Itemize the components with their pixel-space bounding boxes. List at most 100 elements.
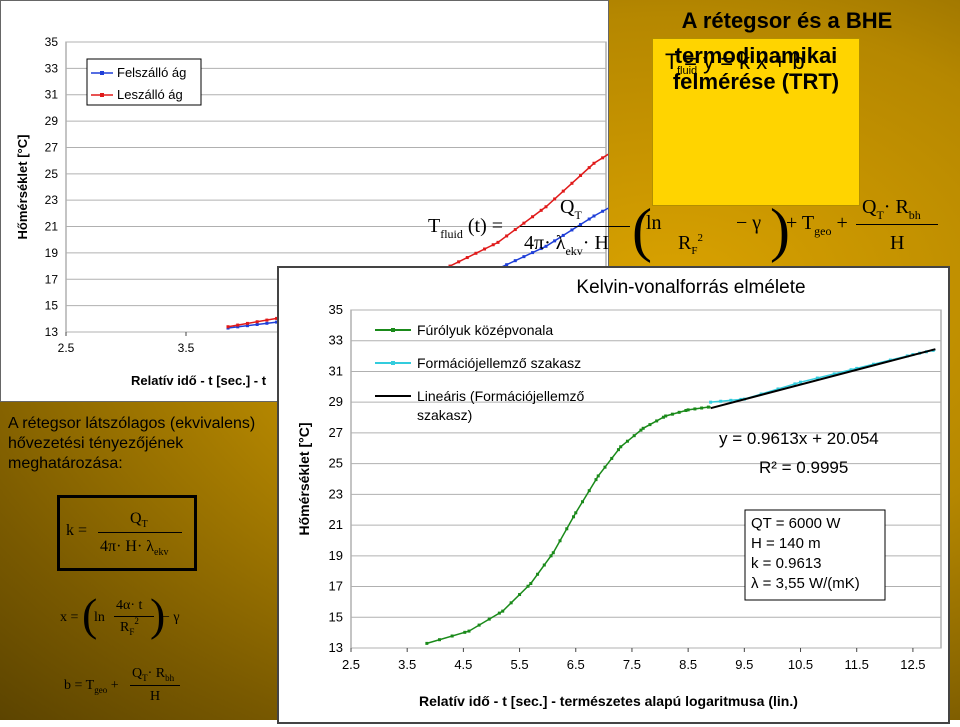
data-point <box>849 368 853 372</box>
data-point <box>463 630 467 634</box>
x-tick-label: 6.5 <box>567 657 585 672</box>
legend-label: Leszálló ág <box>117 87 183 102</box>
data-point <box>245 324 249 328</box>
param-text: λ = 3,55 W/(mK) <box>751 575 860 592</box>
data-point <box>686 408 690 412</box>
formula-b-den: H <box>150 689 161 704</box>
data-point <box>587 217 591 221</box>
data-point <box>544 244 548 248</box>
y-tick-label: 25 <box>329 456 343 471</box>
data-point <box>255 322 259 326</box>
data-point <box>450 634 454 638</box>
data-point <box>558 539 562 543</box>
formula-k-box: k = QT 4π· H· λekv <box>57 495 197 571</box>
legend-marker <box>391 328 395 332</box>
data-point <box>236 323 240 327</box>
data-point <box>632 434 636 438</box>
data-point <box>551 551 555 555</box>
data-point <box>648 423 652 427</box>
x-tick-label: 9.5 <box>735 657 753 672</box>
data-point <box>565 527 569 531</box>
data-point <box>799 380 803 384</box>
data-point <box>570 228 574 232</box>
data-point <box>872 362 876 366</box>
r-squared: R² = 0.9995 <box>759 458 848 477</box>
chart-lower-svg: Kelvin-vonalforrás elmélete 13 15 17 19 21 23 2… <box>296 277 942 709</box>
data-point <box>265 318 269 322</box>
formula-x-paren: ( <box>82 589 98 640</box>
y-tick-label: 19 <box>45 246 59 260</box>
data-point <box>693 407 697 411</box>
data-point <box>684 408 688 412</box>
data-point <box>596 474 600 478</box>
data-point <box>236 325 240 329</box>
data-point <box>832 372 836 376</box>
formula-k-label: k = <box>66 522 88 539</box>
series-line <box>426 406 711 645</box>
formula-main-fraction-bar-2 <box>856 224 938 225</box>
formula-main-numerator: QT <box>560 196 582 222</box>
x-tick-label: 2.5 <box>342 657 360 672</box>
data-point <box>677 410 681 414</box>
data-point <box>536 572 540 576</box>
data-point <box>670 412 674 416</box>
formula-main-qt: QT· Rbh <box>862 196 921 222</box>
legend-label: Felszálló ág <box>117 65 186 80</box>
data-point <box>549 554 553 558</box>
data-point <box>700 406 704 410</box>
formula-x-ln: ln <box>94 610 105 625</box>
title-box: termodinamikai felmérése (TRT) T = y = k… <box>652 38 860 206</box>
formula-main-denominator: 4π· λekv· H <box>524 232 609 258</box>
data-point <box>467 629 471 633</box>
data-point <box>226 325 230 329</box>
data-point <box>592 214 596 218</box>
x-tick-label: 11.5 <box>845 657 869 672</box>
legend-label: Formációjellemző szakasz <box>417 355 581 371</box>
legend-label: szakasz) <box>417 407 472 423</box>
trendline-equation: y = 0.9613x + 20.054 <box>719 429 879 448</box>
formula-x-num: 4α· t <box>116 598 143 613</box>
y-tick-label: 35 <box>329 302 343 317</box>
data-point <box>641 426 645 430</box>
series-line <box>710 348 936 410</box>
data-point <box>529 581 533 585</box>
data-point <box>579 173 583 177</box>
data-point <box>579 222 583 226</box>
chart-lower: Kelvin-vonalforrás elmélete 13 15 17 19 21 23 2… <box>277 266 950 724</box>
data-point <box>457 260 461 264</box>
data-point <box>664 414 668 418</box>
data-point <box>496 240 500 244</box>
data-point <box>539 208 543 212</box>
y-tick-label: 17 <box>329 579 343 594</box>
y-tick-label: 15 <box>329 609 343 624</box>
formula-x-label: x = <box>60 610 79 625</box>
formula-main-gamma: − γ <box>736 212 762 234</box>
data-point <box>706 405 710 409</box>
left-description: A rétegsor látszólagos (ekvivalens) hőve… <box>8 415 256 472</box>
formula-k-bar <box>98 532 182 533</box>
x-axis-label: Relatív idő - t [sec.] - természetes ala… <box>419 693 798 709</box>
data-point <box>474 251 478 255</box>
data-point <box>542 563 546 567</box>
formula-x-bar <box>114 616 154 617</box>
data-point <box>610 456 614 460</box>
data-point <box>561 233 565 237</box>
linear-model-text: T = y = k x + b fluid <box>665 49 805 77</box>
x-tick-label: 3.5 <box>398 657 416 672</box>
data-point <box>619 445 623 449</box>
y-tick-label: 13 <box>329 640 343 655</box>
y-tick-label: 33 <box>329 333 343 348</box>
data-point <box>572 515 576 519</box>
x-tick-label: 5.5 <box>511 657 529 672</box>
y-tick-label: 27 <box>45 140 59 154</box>
x-tick-label: 10.5 <box>788 657 813 672</box>
data-point <box>245 321 249 325</box>
formula-main-paren-close: ) <box>770 197 790 263</box>
legend-box <box>86 58 202 106</box>
data-point <box>603 465 607 469</box>
y-tick-label: 25 <box>45 167 59 181</box>
formula-k-den: 4π· H· λekv <box>100 538 169 558</box>
data-point <box>477 623 481 627</box>
data-point <box>491 243 495 247</box>
data-point <box>531 215 535 219</box>
